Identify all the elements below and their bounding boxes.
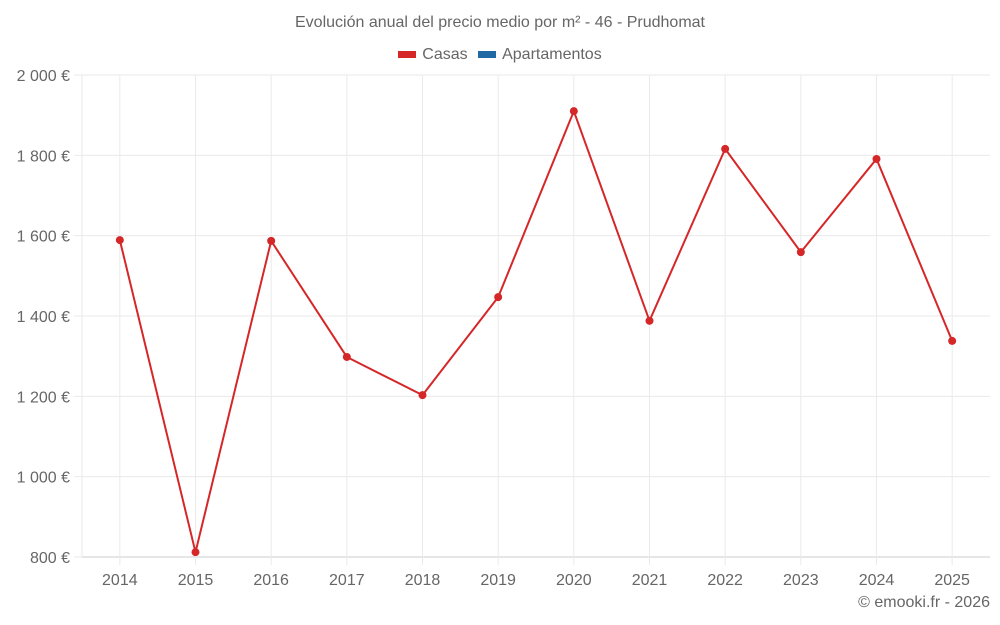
x-tick-label: 2015 <box>178 572 214 589</box>
y-tick-label: 1 000 € <box>17 470 70 487</box>
x-tick-label: 2021 <box>632 572 668 589</box>
legend-label-casas: Casas <box>422 45 468 63</box>
copyright-credit: © emooki.fr - 2026 <box>858 594 990 611</box>
data-point[interactable] <box>342 352 351 361</box>
data-point[interactable] <box>796 248 805 257</box>
data-point[interactable] <box>872 154 881 163</box>
x-tick-label: 2023 <box>783 572 819 589</box>
legend-label-apartamentos: Apartamentos <box>502 45 602 63</box>
x-tick-label: 2020 <box>556 572 592 589</box>
legend-swatch-apartamentos <box>478 51 497 58</box>
data-point[interactable] <box>948 336 957 345</box>
x-tick-label: 2022 <box>707 572 743 589</box>
legend: Casas Apartamentos <box>0 45 1000 64</box>
y-tick-label: 800 € <box>30 550 70 567</box>
legend-item-casas[interactable]: Casas <box>398 45 468 64</box>
y-tick-label: 1 800 € <box>17 148 70 165</box>
x-tick-label: 2018 <box>405 572 441 589</box>
data-point[interactable] <box>721 144 730 153</box>
series-line-casas <box>118 108 954 553</box>
data-point[interactable] <box>191 548 200 557</box>
y-tick-label: 1 400 € <box>17 309 70 326</box>
data-point[interactable] <box>569 107 578 116</box>
data-point[interactable] <box>267 236 276 245</box>
x-tick-label: 2024 <box>859 572 895 589</box>
legend-item-apartamentos[interactable]: Apartamentos <box>478 46 602 64</box>
data-point[interactable] <box>115 236 124 245</box>
data-point[interactable] <box>494 293 503 302</box>
data-point[interactable] <box>645 316 654 325</box>
x-tick-label: 2016 <box>253 572 289 589</box>
x-tick-label: 2014 <box>102 572 138 589</box>
x-tick-label: 2017 <box>329 572 365 589</box>
chart-title: Evolución anual del precio medio por m² … <box>295 14 705 31</box>
data-point[interactable] <box>418 391 427 400</box>
y-tick-label: 1 200 € <box>17 389 70 406</box>
y-tick-label: 1 600 € <box>17 229 70 246</box>
y-tick-label: 2 000 € <box>17 68 70 85</box>
x-tick-label: 2025 <box>934 572 970 589</box>
x-tick-label: 2019 <box>480 572 516 589</box>
legend-swatch-casas <box>398 51 417 58</box>
